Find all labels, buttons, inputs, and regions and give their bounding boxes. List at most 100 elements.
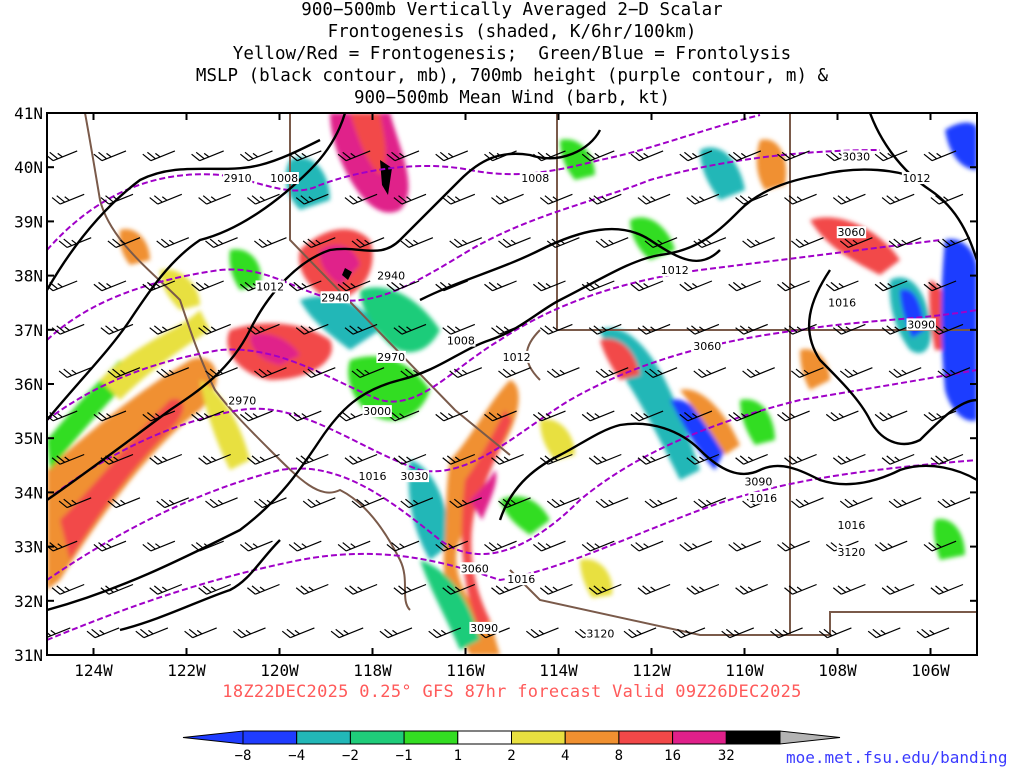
contour-label: 3000 — [363, 405, 391, 418]
wind-barb — [888, 237, 922, 248]
wind-barb — [930, 453, 964, 465]
wind-barb — [791, 367, 824, 378]
wind-barb — [484, 540, 517, 552]
wind-barb — [637, 193, 671, 205]
wind-barb — [58, 367, 92, 378]
wind-barb — [721, 627, 755, 639]
colorbar-segment — [242, 730, 298, 745]
wind-barb — [874, 540, 908, 552]
wind-barb — [295, 453, 329, 465]
contour-label-bg — [446, 334, 476, 347]
colorbar-segment — [618, 730, 674, 745]
wind-barb — [735, 193, 768, 205]
wind-barb — [47, 627, 71, 639]
wind-barb — [330, 627, 364, 639]
wind-barb — [630, 280, 664, 292]
wind-barb — [107, 367, 141, 378]
wind-barb — [784, 193, 817, 205]
forecast-valid-time: 18Z22DEC2025 0.25° GFS 87hr forecast Val… — [222, 682, 802, 702]
wind-barb — [637, 323, 671, 335]
wind-barb — [588, 323, 622, 335]
wind-barb — [595, 497, 629, 509]
lat-tick-label: 36N — [14, 375, 43, 394]
wind-barb — [644, 237, 678, 248]
lon-tick-label: 112W — [632, 661, 671, 680]
wind-barb — [498, 497, 531, 509]
colorbar-segment — [403, 730, 459, 745]
colorbar-label: 32 — [718, 748, 735, 764]
wind-barb — [205, 237, 238, 248]
contour-label-bg — [836, 518, 867, 531]
wind-barb — [937, 497, 971, 509]
wind-barb — [679, 540, 713, 552]
source-credit: moe.met.fsu.edu/banding — [786, 748, 1008, 767]
wind-barb — [867, 627, 901, 639]
wind-barb — [240, 540, 273, 552]
wind-barb — [142, 280, 176, 292]
wind-barb — [142, 540, 176, 552]
contour-label-bg — [469, 621, 499, 634]
wind-barb — [595, 237, 629, 248]
wind-barb — [874, 280, 908, 292]
wind-barb — [637, 583, 671, 595]
contour-label-bg — [660, 264, 690, 277]
contour-label: 1016 — [749, 492, 777, 505]
wind-barb — [288, 280, 322, 292]
contour-label-bg — [585, 627, 616, 640]
wind-barb — [839, 367, 873, 378]
wind-barb — [777, 410, 810, 422]
height-700mb-contours — [47, 114, 977, 641]
wind-barb — [686, 193, 720, 205]
colorbar-segment — [457, 730, 512, 745]
colorbar: −8 −4 −2 −1 1 2 4 8 16 32 — [182, 730, 841, 764]
contour-label: 1008 — [270, 172, 298, 185]
wind-barb — [184, 627, 217, 639]
contour-label: 1012 — [503, 351, 531, 364]
wind-barb — [93, 410, 127, 422]
wind-barb — [581, 540, 615, 552]
wind-barb — [442, 583, 476, 595]
wind-barb — [874, 150, 908, 162]
title-line-4: MSLP (black contour, mb), 700mb height (… — [195, 66, 829, 86]
wind-barb — [288, 150, 322, 162]
latitude-axis: 31N 32N 33N 34N 35N 36N 37N 38N 39N 40N 41N — [14, 104, 977, 665]
contour-label: 2970 — [228, 394, 256, 407]
wind-barb — [888, 497, 922, 509]
wind-barb — [818, 627, 852, 639]
colorbar-segment — [672, 730, 727, 745]
lat-tick-label: 31N — [14, 646, 43, 665]
wind-barb — [679, 280, 713, 292]
contour-label: 1012 — [903, 172, 931, 185]
wind-barb — [777, 150, 810, 162]
wind-barb — [93, 150, 127, 162]
colorbar-label: −8 — [235, 748, 252, 764]
wind-barb — [47, 410, 78, 422]
contour-label: 3120 — [586, 627, 614, 640]
wind-barb — [930, 583, 964, 595]
wind-barb — [923, 540, 957, 552]
lat-tick-label: 32N — [14, 592, 43, 611]
wind-barb — [693, 367, 727, 378]
wind-barb — [539, 323, 573, 335]
wind-barb — [784, 583, 817, 595]
colorbar-segment — [564, 730, 620, 745]
wind-barb — [149, 583, 183, 595]
wind-barb — [770, 627, 803, 639]
wind-barb — [581, 280, 615, 292]
lon-tick-label: 114W — [539, 661, 578, 680]
contour-label-bg — [836, 226, 867, 239]
wind-barb — [791, 497, 824, 509]
wind-barbs — [47, 150, 971, 639]
wind-barb — [533, 150, 566, 162]
wind-barb — [198, 453, 231, 465]
wind-barb — [337, 280, 371, 292]
wind-barb — [386, 540, 420, 552]
contour-label-bg — [692, 340, 722, 353]
wind-barb — [449, 237, 483, 248]
wind-barb — [644, 497, 678, 509]
mslp-contours — [47, 113, 977, 632]
wind-barb — [47, 280, 78, 292]
wind-barb — [533, 280, 566, 292]
lat-tick-label: 35N — [14, 429, 43, 448]
contour-label: 1016 — [837, 519, 865, 532]
